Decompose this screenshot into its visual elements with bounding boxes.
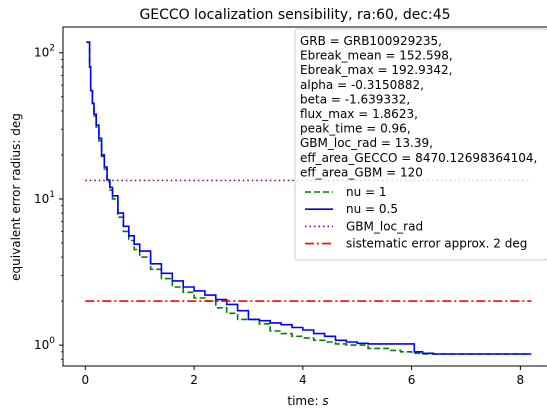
legend-label-2: GBM_loc_rad — [346, 219, 423, 233]
y-axis-label: equivalent error radius: deg — [9, 113, 23, 281]
y-tick-label: 100 — [34, 336, 55, 352]
legend-info-line: eff_area_GBM = 120 — [300, 165, 423, 179]
legend-entries: nu = 1 nu = 0.5 GBM_loc_rad sistematic erro… — [305, 185, 527, 251]
x-tick-label: 0 — [81, 373, 89, 387]
legend-info-text: GRB = GRB100929235,Ebreak_mean = 152.598… — [300, 34, 537, 179]
series-line-1 — [86, 41, 532, 355]
y-axis-ticks: 100 101 102 — [34, 44, 63, 360]
x-axis-ticks: 0 2 4 6 8 — [81, 366, 524, 387]
legend-info-line: peak_time = 0.96, — [300, 122, 411, 136]
y-tick-label: 102 — [34, 44, 55, 60]
legend-info-line: Ebreak_max = 192.9342, — [300, 63, 452, 77]
legend-info-line: beta = -1.639332, — [300, 92, 410, 106]
legend-info-line: Ebreak_mean = 152.598, — [300, 49, 453, 63]
plot-area — [62, 26, 547, 367]
x-tick-label: 8 — [517, 373, 525, 387]
legend-label-3: sistematic error approx. 2 deg — [346, 237, 527, 251]
legend-box — [294, 28, 547, 261]
legend-info-line: eff_area_GECCO = 8470.12698364104, — [300, 151, 537, 165]
legend-label-0: nu = 1 — [346, 185, 387, 199]
legend-info-line: GBM_loc_rad = 13.39, — [300, 136, 433, 150]
x-tick-label: 4 — [299, 373, 307, 387]
chart-title: GECCO localization sensibility, ra:60, d… — [139, 7, 450, 23]
legend-info-line: alpha = -0.3150882, — [300, 78, 424, 92]
axes-frame — [62, 26, 547, 367]
x-axis-label: time: s — [287, 394, 328, 408]
x-tick-label: 6 — [408, 373, 416, 387]
legend-info-line: flux_max = 1.8623, — [300, 107, 418, 121]
y-tick-label: 101 — [34, 190, 55, 206]
series-layer — [85, 41, 532, 355]
x-tick-label: 2 — [190, 373, 198, 387]
legend-label-1: nu = 0.5 — [346, 202, 398, 216]
legend: GRB = GRB100929235,Ebreak_mean = 152.598… — [294, 28, 547, 261]
legend-info-line: GRB = GRB100929235, — [300, 34, 442, 48]
